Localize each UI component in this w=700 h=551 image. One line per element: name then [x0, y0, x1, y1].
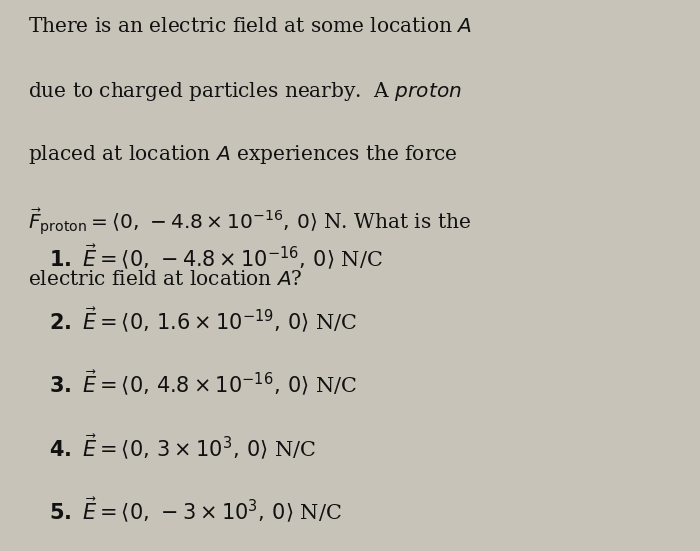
Text: There is an electric field at some location $A$: There is an electric field at some locat… — [28, 17, 472, 35]
Text: $\mathbf{4.}$ $\vec{E} = \langle 0,\,3\times 10^{3},\,0\rangle$ N/C: $\mathbf{4.}$ $\vec{E} = \langle 0,\,3\t… — [49, 433, 316, 462]
Text: electric field at location $A$?: electric field at location $A$? — [28, 270, 302, 289]
Text: $\mathbf{3.}$ $\vec{E} = \langle 0,\,4.8\times 10^{-16},\,0\rangle$ N/C: $\mathbf{3.}$ $\vec{E} = \langle 0,\,4.8… — [49, 369, 357, 398]
Text: $\mathbf{2.}$ $\vec{E} = \langle 0,\,1.6\times 10^{-19},\,0\rangle$ N/C: $\mathbf{2.}$ $\vec{E} = \langle 0,\,1.6… — [49, 306, 358, 335]
Text: $\vec{F}_{\rm proton} = \langle 0,\,-4.8\times 10^{-16},\,0\rangle$ N. What is t: $\vec{F}_{\rm proton} = \langle 0,\,-4.8… — [28, 207, 471, 237]
Text: placed at location $A$ experiences the force: placed at location $A$ experiences the f… — [28, 143, 458, 166]
Text: due to charged particles nearby.  A $\mathit{proton}$: due to charged particles nearby. A $\mat… — [28, 80, 462, 103]
Text: $\mathbf{5.}$ $\vec{E} = \langle 0,\,-3\times 10^{3},\,0\rangle$ N/C: $\mathbf{5.}$ $\vec{E} = \langle 0,\,-3\… — [49, 496, 342, 525]
Text: $\mathbf{1.}$ $\vec{E} = \langle 0,\,-4.8\times 10^{-16},\,0\rangle$ N/C: $\mathbf{1.}$ $\vec{E} = \langle 0,\,-4.… — [49, 242, 383, 272]
